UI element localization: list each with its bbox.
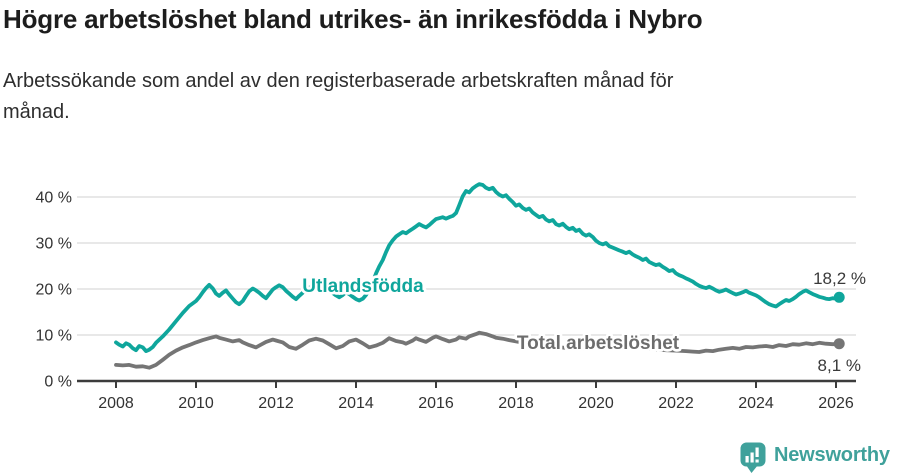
exclamation-bar	[755, 447, 759, 457]
bar-chart-bar1	[745, 456, 749, 463]
y-tick-label: 0 %	[44, 374, 72, 391]
y-tick-label: 20 %	[36, 282, 72, 299]
y-tick-label: 30 %	[36, 236, 72, 253]
series-line-total	[114, 330, 842, 370]
x-tick-label: 2026	[818, 395, 854, 412]
x-tick-label: 2022	[658, 395, 694, 412]
x-tick-label: 2016	[418, 395, 454, 412]
x-tick-label: 2008	[98, 395, 134, 412]
series-line-utlandsfodda	[114, 182, 842, 354]
newsworthy-logo-icon	[740, 442, 766, 473]
speech-bubble-tail	[746, 465, 758, 473]
x-tick-label: 2018	[498, 395, 534, 412]
gridlines: 0 % 10 % 20 % 30 % 40 %	[36, 190, 856, 391]
brand-name: Newsworthy	[774, 444, 890, 466]
x-tick-label: 2020	[578, 395, 614, 412]
x-tick-label: 2014	[338, 395, 374, 412]
x-tick-label: 2024	[738, 395, 774, 412]
end-value-utlandsfodda: 18,2 %	[813, 269, 866, 288]
x-tick-label: 2010	[178, 395, 214, 412]
y-tick-label: 10 %	[36, 328, 72, 345]
series-label-utlandsfodda: Utlandsfödda	[302, 276, 424, 297]
series-label-total: Total arbetslöshet	[517, 333, 680, 354]
end-value-total: 8,1 %	[818, 356, 861, 375]
chart-title: Högre arbetslöshet bland utrikes- än inr…	[3, 4, 703, 34]
y-tick-label: 40 %	[36, 190, 72, 207]
end-dot-total	[833, 338, 845, 350]
x-axis: 2008 2010 2012 2014 2016 2018 2020 2022 2024 2026	[77, 379, 856, 412]
chart-subtitle: Arbetssökande som andel av den registerb…	[3, 70, 674, 123]
end-dot-utlandsfodda	[833, 291, 845, 303]
bar-chart-bar2	[750, 452, 754, 463]
series-lines	[114, 182, 845, 370]
exclamation-dot	[755, 459, 759, 463]
x-tick-label: 2012	[258, 395, 294, 412]
